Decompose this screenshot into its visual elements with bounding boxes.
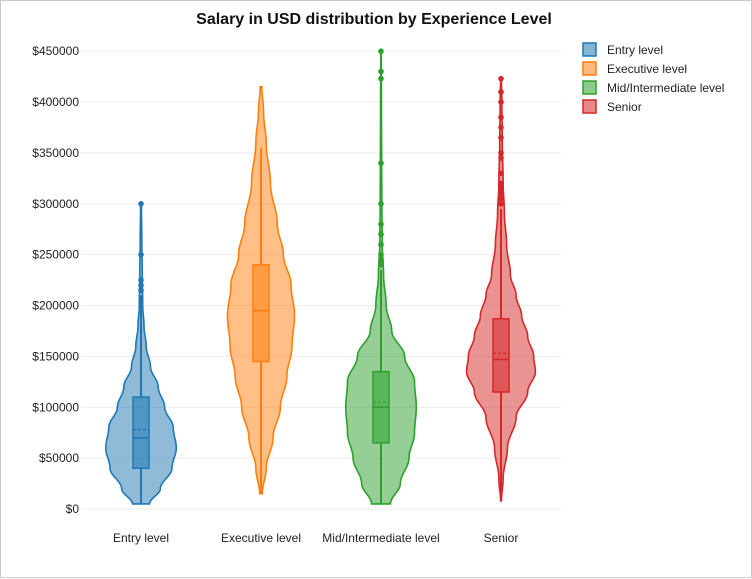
outlier-point	[378, 68, 384, 75]
legend-swatch	[582, 99, 597, 114]
legend-item[interactable]: Executive level	[582, 61, 687, 76]
box-iqr	[132, 396, 150, 470]
outlier-point	[378, 160, 384, 166]
outlier-point	[498, 99, 504, 105]
outlier-point	[378, 221, 384, 227]
y-tick-label: $50000	[39, 451, 79, 465]
outlier-point	[498, 114, 504, 121]
outlier-point	[498, 89, 504, 95]
violins	[104, 48, 537, 505]
legend-swatch	[582, 42, 597, 57]
y-tick-label: $150000	[32, 349, 79, 363]
y-tick-label: $250000	[32, 248, 79, 262]
outlier-point	[498, 134, 504, 141]
outlier-point	[138, 282, 144, 288]
outlier-point	[498, 195, 504, 202]
y-tick-label: $350000	[32, 146, 79, 160]
outlier-point	[378, 200, 384, 207]
box-iqr	[492, 317, 510, 393]
outlier-point	[138, 251, 144, 258]
y-tick-label: $0	[66, 502, 80, 516]
legend-label: Mid/Intermediate level	[607, 81, 724, 95]
outlier-point	[378, 48, 384, 54]
outlier-point	[378, 241, 384, 248]
y-tick-label: $100000	[32, 400, 79, 414]
legend[interactable]: Entry level Executive level Mid/Intermedia…	[582, 42, 724, 114]
violin-entry-level[interactable]	[104, 200, 178, 505]
legend-item[interactable]: Senior	[582, 99, 642, 114]
outlier-point	[378, 256, 384, 263]
outlier-point	[138, 277, 144, 283]
legend-swatch	[582, 61, 597, 76]
outlier-point	[378, 251, 384, 258]
outlier-point	[378, 231, 384, 238]
x-tick-label: Mid/Intermediate level	[322, 531, 439, 545]
y-tick-label: $450000	[32, 44, 79, 58]
outlier-point	[138, 287, 144, 294]
violin-executive-level[interactable]	[226, 85, 296, 495]
outlier-point	[498, 124, 504, 131]
y-axis-ticks: $0 $50000 $100000 $150000 $200000 $250000 $300…	[32, 44, 79, 516]
outlier-point	[498, 190, 504, 197]
outlier-point	[378, 75, 384, 82]
y-tick-label: $200000	[32, 299, 79, 313]
y-tick-label: $400000	[32, 95, 79, 109]
legend-item[interactable]: Mid/Intermediate level	[582, 80, 724, 95]
outlier-point	[498, 75, 504, 82]
outlier-point	[498, 185, 504, 192]
legend-label: Senior	[607, 100, 642, 114]
x-axis-ticks: Entry level Executive level Mid/Intermedia…	[113, 531, 518, 545]
x-tick-label: Senior	[484, 531, 519, 545]
outlier-point	[498, 200, 504, 207]
outlier-point	[378, 262, 384, 268]
x-tick-label: Executive level	[221, 531, 301, 545]
legend-label: Executive level	[607, 62, 687, 76]
outlier-point	[138, 200, 144, 207]
outlier-point	[498, 155, 504, 161]
chart-title: Salary in USD distribution by Experience…	[196, 11, 552, 28]
box-iqr	[252, 264, 270, 363]
legend-item[interactable]: Entry level	[582, 42, 663, 57]
y-tick-label: $300000	[32, 197, 79, 211]
outlier-point	[498, 180, 504, 187]
outlier-point	[498, 150, 504, 156]
legend-swatch	[582, 80, 597, 95]
violin-mid-intermediate-level[interactable]	[344, 48, 418, 505]
outlier-point	[498, 170, 504, 177]
x-tick-label: Entry level	[113, 531, 169, 545]
legend-label: Entry level	[607, 43, 663, 57]
violin-senior[interactable]	[465, 75, 537, 502]
